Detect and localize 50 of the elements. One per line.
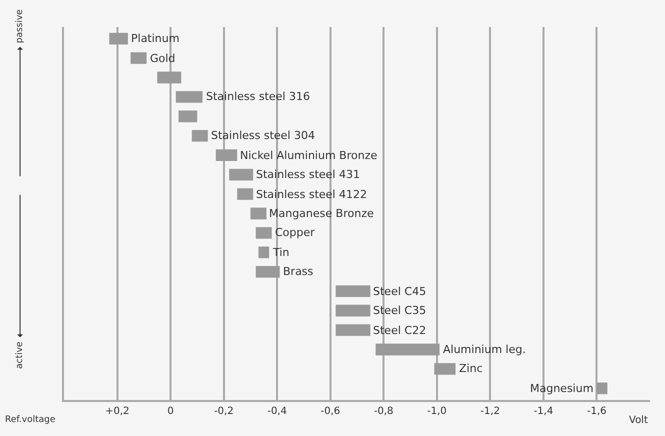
bar [256,227,272,239]
bar [216,149,238,162]
bar [229,168,254,180]
y-tick-label: Brass [283,265,314,278]
y-tick-label: Copper [275,226,316,239]
text: passive [14,8,25,44]
x-tick-label: -1,2 [480,406,500,417]
bar [237,188,254,200]
x-tick-label: -0,8 [374,406,394,417]
bar [336,304,370,316]
x-tick-label: +0,2 [105,406,130,417]
y-tick-label: Zinc [459,362,483,375]
bar [376,344,440,356]
x-tick-label: -0,2 [214,406,234,417]
y-tick-label: Gold [150,52,176,65]
y-tick-label: Stainless steel 304 [211,129,315,142]
y-tick-label: Manganese Bronze [269,207,374,220]
bar [434,363,456,375]
y-tick-label: Platinum [131,32,180,45]
text: Ref.voltage [5,415,56,425]
text: active [15,341,26,369]
x-tick-label: 0 [167,406,174,417]
y-tick-label: Steel C35 [373,304,426,317]
y-tick-label: Aluminium leg. [443,343,526,356]
bar [258,246,270,258]
y-tick-label: Steel C45 [373,285,426,298]
y-tick-label: Tin [272,246,290,259]
x-tick-label: -0,4 [267,406,287,417]
bar [176,91,203,103]
bar [256,266,280,278]
y-tick-label: Stainless steel 316 [206,90,310,103]
y-tick-label: Magnesium [530,382,594,395]
y-tick-label: Stainless steel 431 [256,168,360,181]
x-tick-label: -0,6 [320,406,340,417]
x-axis-title: Volt [629,415,648,426]
bar [336,285,370,298]
bar [109,32,128,44]
bar [250,208,266,220]
bar [130,52,147,64]
bar [157,72,182,84]
x-tick-label: -1,4 [534,406,554,417]
y-tick-label: Steel C22 [373,324,426,337]
bar [596,382,608,394]
y-tick-label: Nickel Aluminium Bronze [240,149,378,162]
x-tick-label: -1,6 [586,406,606,417]
bar [178,110,198,122]
y-tick-label: Stainless steel 4122 [256,188,367,201]
bar [336,324,370,336]
bar [192,130,208,142]
x-tick-label: -1,0 [427,406,447,417]
